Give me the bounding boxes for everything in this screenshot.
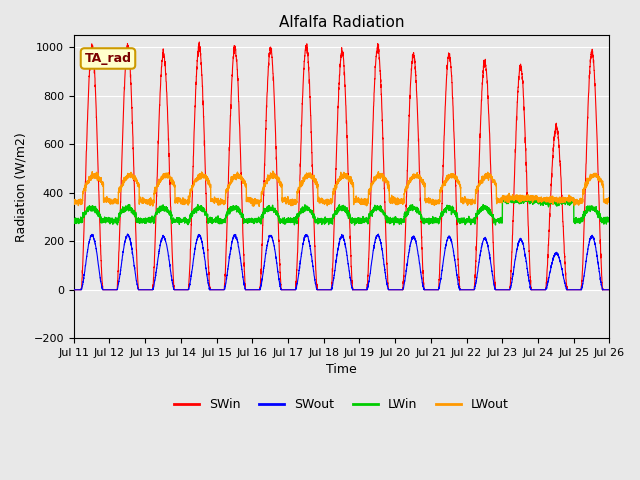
LWin (605, 216, 613, 222)
Line: SWin: SWin (74, 42, 609, 290)
SWout (70, 287, 77, 293)
SWout (322, 287, 330, 293)
LWout (70, 198, 77, 204)
Legend: SWin, SWout, LWin, LWout: SWin, SWout, LWin, LWout (169, 393, 514, 416)
Title: Alfalfa Radiation: Alfalfa Radiation (279, 15, 404, 30)
SWout (432, 287, 440, 293)
LWin (605, 217, 612, 223)
Line: LWout: LWout (74, 171, 609, 206)
X-axis label: Time: Time (326, 363, 357, 376)
SWout (492, 287, 500, 293)
LWout (432, 200, 440, 206)
Y-axis label: Radiation (W/m2): Radiation (W/m2) (15, 132, 28, 241)
SWout (166, 265, 174, 271)
LWin (461, 218, 469, 224)
LWin (492, 217, 500, 223)
LWin (432, 215, 440, 221)
SWin (195, 39, 203, 45)
LWout (605, 196, 613, 202)
SWin (492, 287, 500, 293)
SWin (432, 287, 440, 293)
LWout (255, 204, 263, 209)
LWout (166, 174, 174, 180)
SWin (461, 287, 469, 293)
SWin (605, 287, 612, 293)
SWout (124, 231, 131, 237)
LWout (492, 182, 500, 188)
LWin (70, 218, 77, 224)
SWin (605, 287, 613, 293)
LWin (351, 222, 358, 228)
Text: TA_rad: TA_rad (84, 52, 131, 65)
SWout (605, 287, 612, 293)
LWin (527, 194, 535, 200)
LWout (462, 199, 470, 204)
LWout (322, 197, 330, 203)
LWout (269, 168, 276, 174)
LWin (321, 216, 329, 222)
SWout (605, 287, 613, 293)
Line: SWout: SWout (74, 234, 609, 290)
LWin (166, 208, 174, 214)
SWin (166, 184, 174, 190)
SWin (70, 287, 77, 293)
Line: LWin: LWin (74, 197, 609, 225)
LWout (605, 198, 612, 204)
SWout (461, 287, 469, 293)
SWin (322, 287, 330, 293)
